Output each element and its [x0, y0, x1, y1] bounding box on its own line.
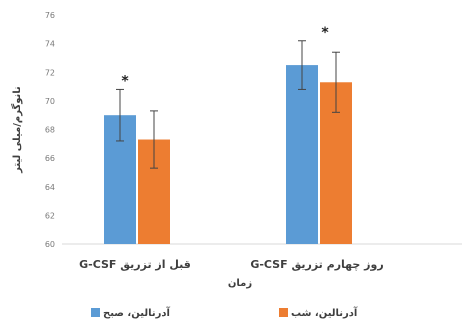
y-tick-label: 70	[45, 97, 55, 106]
x-axis-title: زمان	[228, 278, 252, 289]
category-labels: قبل از تزریق G-CSF روز چهارم تزریق G-CSF	[79, 258, 384, 271]
y-axis-title-group: نانوگرم/میلی لیتر	[10, 86, 23, 174]
y-tick-label: 76	[45, 11, 55, 20]
category-label: قبل از تزریق G-CSF	[79, 258, 191, 271]
significance-mark: *	[121, 73, 129, 89]
legend: آدرنالین، صبح آدرنالین، شب	[91, 306, 358, 319]
y-tick-label: 64	[45, 183, 55, 192]
legend-label: آدرنالین، شب	[291, 306, 358, 319]
y-tick-label: 62	[45, 211, 55, 220]
error-bars	[116, 40, 340, 169]
bar	[286, 65, 318, 244]
y-tick-label: 74	[45, 40, 55, 49]
y-axis-title: نانوگرم/میلی لیتر	[10, 86, 23, 174]
y-tick-label: 60	[45, 240, 55, 249]
legend-swatch	[91, 308, 100, 317]
y-tick-label: 72	[45, 68, 55, 77]
y-tick-labels: 60 62 64 66 68 70 72 74 76	[45, 11, 55, 249]
legend-swatch	[279, 308, 288, 317]
y-tick-label: 66	[45, 154, 55, 163]
y-tick-label: 68	[45, 126, 55, 135]
category-label: روز چهارم تزریق G-CSF	[250, 258, 383, 271]
bars	[104, 65, 352, 244]
significance-marks: **	[121, 25, 329, 90]
significance-mark: *	[321, 25, 329, 41]
legend-label: آدرنالین، صبح	[103, 306, 170, 319]
